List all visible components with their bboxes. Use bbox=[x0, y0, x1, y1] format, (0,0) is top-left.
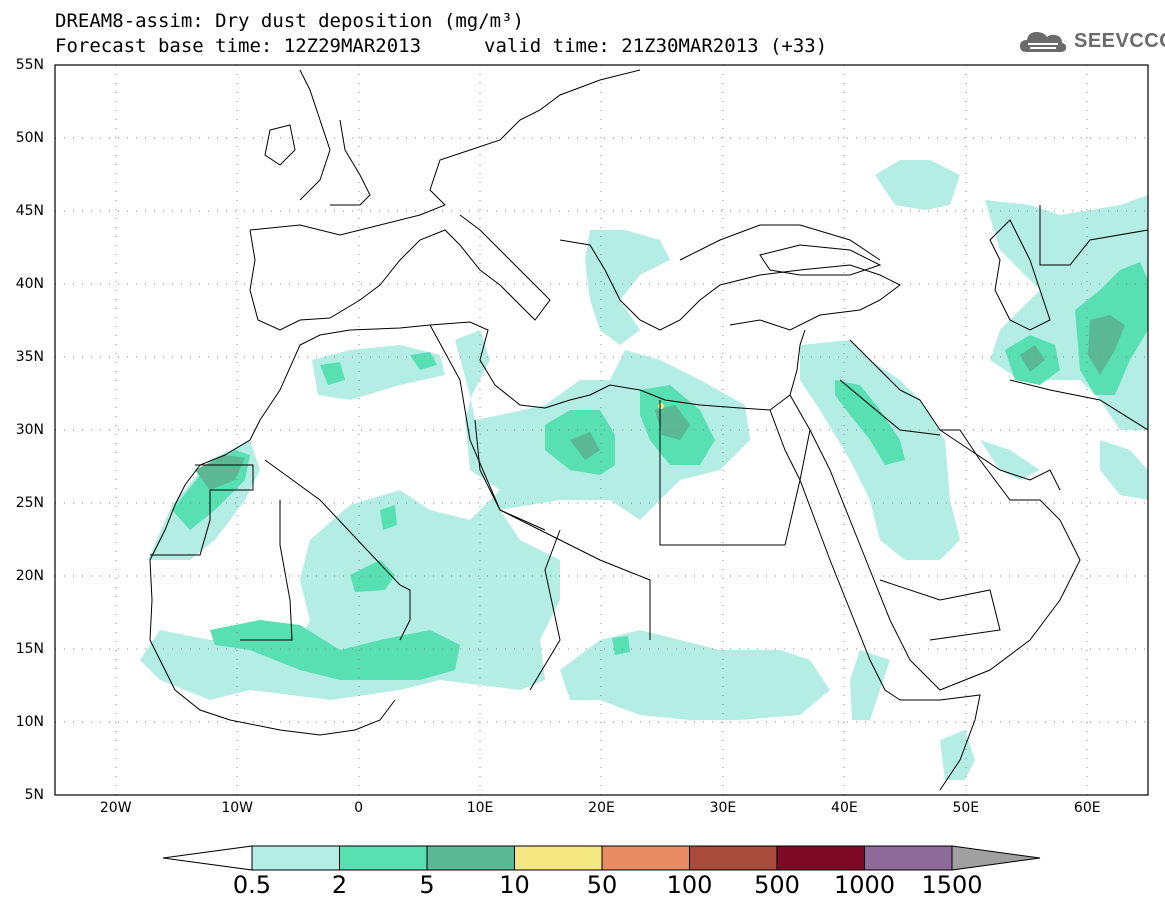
colorbar-segment bbox=[864, 845, 953, 871]
lon-tick-label: 10W bbox=[221, 800, 253, 816]
lon-tick-label: 20W bbox=[99, 800, 132, 816]
lon-tick-label: 0 bbox=[354, 800, 364, 816]
lon-tick-label: 50E bbox=[952, 800, 980, 816]
colorbar-under-triangle bbox=[162, 845, 253, 871]
logo-text: SEEVCCC bbox=[1074, 29, 1165, 52]
seevccc-logo: SEEVCCC bbox=[1018, 26, 1165, 56]
colorbar-label: 10 bbox=[499, 871, 530, 899]
dust-deposition-field bbox=[140, 160, 1148, 780]
colorbar-segment bbox=[689, 845, 778, 871]
colorbar-label: 1500 bbox=[921, 871, 983, 899]
colorbar-label: 500 bbox=[754, 871, 800, 899]
lat-tick-label: 50N bbox=[15, 130, 44, 146]
lat-tick-label: 35N bbox=[15, 349, 44, 365]
lon-tick-label: 60E bbox=[1073, 800, 1101, 816]
colorbar-over-triangle bbox=[951, 845, 1041, 871]
lat-tick-label: 25N bbox=[15, 495, 44, 511]
lat-tick-label: 55N bbox=[15, 57, 44, 73]
colorbar-segment bbox=[251, 845, 340, 871]
coastlines-and-borders bbox=[149, 69, 1148, 791]
colorbar-segment bbox=[776, 845, 865, 871]
colorbar bbox=[162, 845, 1041, 871]
valid-time: valid time: 21Z30MAR2013 (+33) bbox=[484, 35, 828, 57]
colorbar-segment bbox=[426, 845, 515, 871]
colorbar-segment bbox=[339, 845, 428, 871]
lon-tick-label: 20E bbox=[588, 800, 615, 816]
colorbar-label: 5 bbox=[419, 871, 435, 899]
deposition-peak bbox=[658, 403, 664, 409]
colorbar-label: 2 bbox=[331, 871, 348, 899]
colorbar-segment bbox=[601, 845, 690, 871]
colorbar-label: 50 bbox=[586, 871, 618, 899]
lat-tick-label: 5N bbox=[24, 787, 44, 803]
map-title: DREAM8-assim: Dry dust deposition (mg/m³… bbox=[55, 10, 524, 32]
lat-tick-label: 15N bbox=[15, 641, 44, 657]
lat-tick-label: 40N bbox=[15, 276, 44, 292]
lat-tick-label: 45N bbox=[15, 203, 44, 219]
map-frame bbox=[54, 64, 1149, 796]
deposition-level-5 bbox=[195, 315, 1125, 490]
lon-tick-label: 40E bbox=[831, 800, 858, 816]
lat-tick-label: 10N bbox=[15, 714, 44, 730]
colorbar-label: 0.5 bbox=[232, 871, 272, 899]
lon-tick-label: 10E bbox=[466, 800, 494, 816]
forecast-base-time: Forecast base time: 12Z29MAR2013 bbox=[55, 35, 422, 57]
lat-tick-label: 30N bbox=[15, 422, 44, 438]
cloud-logo-icon bbox=[1020, 32, 1067, 52]
colorbar-label: 100 bbox=[666, 871, 713, 899]
lat-tick-label: 20N bbox=[15, 568, 44, 584]
lon-tick-label: 30E bbox=[709, 800, 737, 816]
colorbar-segment bbox=[514, 845, 603, 871]
colorbar-label: 1000 bbox=[833, 871, 896, 899]
